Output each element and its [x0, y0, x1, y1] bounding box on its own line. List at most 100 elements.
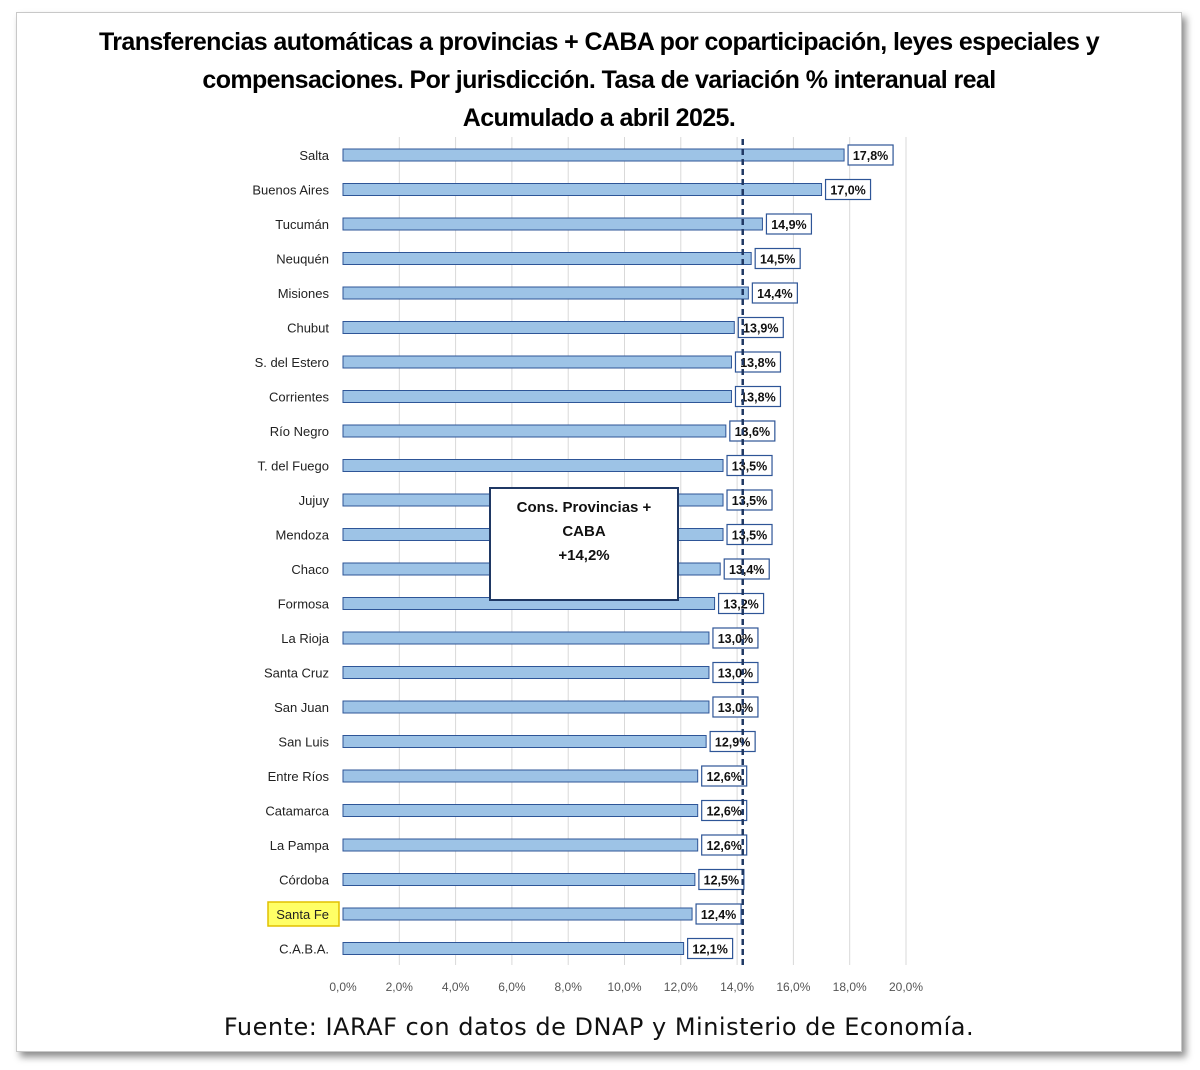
data-label-box [712, 661, 759, 684]
data-label-box [701, 799, 748, 822]
x-tick-label: 8,0% [555, 980, 583, 994]
data-label-box [765, 213, 813, 235]
data-label-box [687, 937, 734, 960]
annotation-text: Cons. Provincias + [517, 499, 652, 516]
category-label: Chubut [287, 321, 329, 336]
data-label: 14,5% [760, 253, 795, 267]
category-label: Misiones [278, 286, 330, 301]
category-label: Catamarca [265, 804, 329, 819]
category-label: Río Negro [270, 424, 329, 439]
data-label: 13,5% [732, 460, 767, 474]
data-label: 13,5% [732, 529, 767, 543]
data-label: 13,8% [740, 356, 775, 370]
bar [342, 942, 685, 955]
bar [342, 631, 710, 645]
x-tick-label: 16,0% [776, 980, 810, 994]
bar [342, 148, 845, 162]
bar [342, 390, 732, 403]
category-label: Salta [299, 148, 329, 163]
data-label-box [726, 523, 773, 546]
data-label: 13,6% [735, 425, 770, 439]
category-label: S. del Estero [255, 355, 329, 370]
data-label: 17,8% [853, 149, 888, 163]
category-label: Santa Fe [276, 907, 329, 922]
category-label: San Juan [274, 700, 329, 715]
data-label-box [729, 420, 776, 442]
bar [342, 286, 749, 300]
data-label: 12,6% [706, 839, 741, 853]
x-tick-label: 18,0% [833, 980, 867, 994]
x-tick-label: 20,0% [889, 980, 923, 994]
data-label-box [712, 627, 759, 649]
annotation-text: +14,2% [558, 547, 609, 564]
category-label: Mendoza [276, 528, 330, 543]
data-label: 13,5% [732, 494, 767, 508]
data-label: 12,5% [704, 874, 739, 888]
bar [342, 424, 727, 438]
data-label-box [701, 834, 748, 856]
category-label: La Pampa [270, 838, 330, 853]
annotation: Cons. Provincias + CABA +14,2% [489, 487, 679, 601]
data-label-box [695, 903, 742, 925]
data-label-box [712, 696, 759, 718]
highlight-box [267, 901, 340, 927]
category-label: Tucumán [275, 217, 329, 232]
chart-title: Transferencias automáticas a provincias … [17, 23, 1181, 137]
data-label: 13,8% [740, 391, 775, 405]
data-label-box [824, 178, 872, 201]
category-label: T. del Fuego [257, 459, 329, 474]
bar [342, 700, 710, 714]
chart-title-line-1: Transferencias automáticas a provincias … [98, 28, 1100, 56]
data-label-box [754, 247, 801, 270]
data-label-box [734, 351, 782, 373]
category-label: Corrientes [269, 390, 329, 405]
data-label-box [726, 454, 773, 477]
data-label-box [734, 385, 782, 408]
category-label: San Luis [278, 735, 329, 750]
data-label: 14,4% [757, 287, 792, 301]
category-label: Córdoba [279, 873, 330, 888]
data-label: 17,0% [830, 184, 865, 198]
bar [342, 217, 763, 231]
category-label: Chaco [291, 562, 329, 577]
x-axis: 0,0% 2,0% 4,0% 6,0% 8,0% 10,0% 12,0% 14,0% 16,0%… [329, 980, 923, 994]
category-label: La Rioja [281, 631, 329, 646]
x-tick-label: 4,0% [442, 980, 470, 994]
data-label-box [723, 558, 770, 580]
annotation-box [489, 487, 679, 601]
category-label: Neuquén [276, 252, 329, 267]
bar [342, 873, 696, 886]
category-label: Buenos Aires [252, 183, 329, 198]
data-label: 13,0% [718, 632, 753, 646]
data-label: 13,4% [729, 563, 764, 577]
chart-title-line-3: Acumulado a abril 2025. [462, 104, 736, 132]
bar [342, 907, 693, 921]
bar [342, 252, 752, 265]
data-label: 13,9% [743, 322, 778, 336]
x-tick-label: 12,0% [664, 980, 698, 994]
bar [342, 666, 710, 679]
category-label: C.A.B.A. [279, 942, 329, 957]
data-label-box [847, 144, 894, 166]
data-label-box [717, 592, 765, 615]
x-tick-label: 2,0% [386, 980, 414, 994]
x-tick-label: 0,0% [329, 980, 357, 994]
data-label-box [751, 282, 798, 304]
data-label: 12,6% [706, 805, 741, 819]
data-label: 12,4% [701, 908, 736, 922]
x-tick-label: 6,0% [498, 980, 526, 994]
data-label: 12,9% [715, 736, 750, 750]
data-label: 13,0% [718, 667, 753, 681]
chart-frame: Transferencias automáticas a provincias … [16, 12, 1182, 1052]
x-tick-label: 10,0% [607, 980, 641, 994]
bar-chart: 0,0% 2,0% 4,0% 6,0% 8,0% 10,0% 12,0% 14,0% 16,0%… [252, 137, 923, 994]
data-label: 14,9% [771, 218, 806, 232]
bar [342, 769, 699, 783]
category-label: Entre Ríos [268, 769, 330, 784]
data-label: 13,0% [718, 701, 753, 715]
data-labels: 17,8% 17,0% 14,9% 14,5% 14,4% 13,9% 13,8% 13,8%… [687, 144, 894, 960]
data-label: 12,6% [706, 770, 741, 784]
bar [342, 735, 707, 748]
bar [342, 459, 724, 472]
data-label: 12,1% [692, 943, 727, 957]
